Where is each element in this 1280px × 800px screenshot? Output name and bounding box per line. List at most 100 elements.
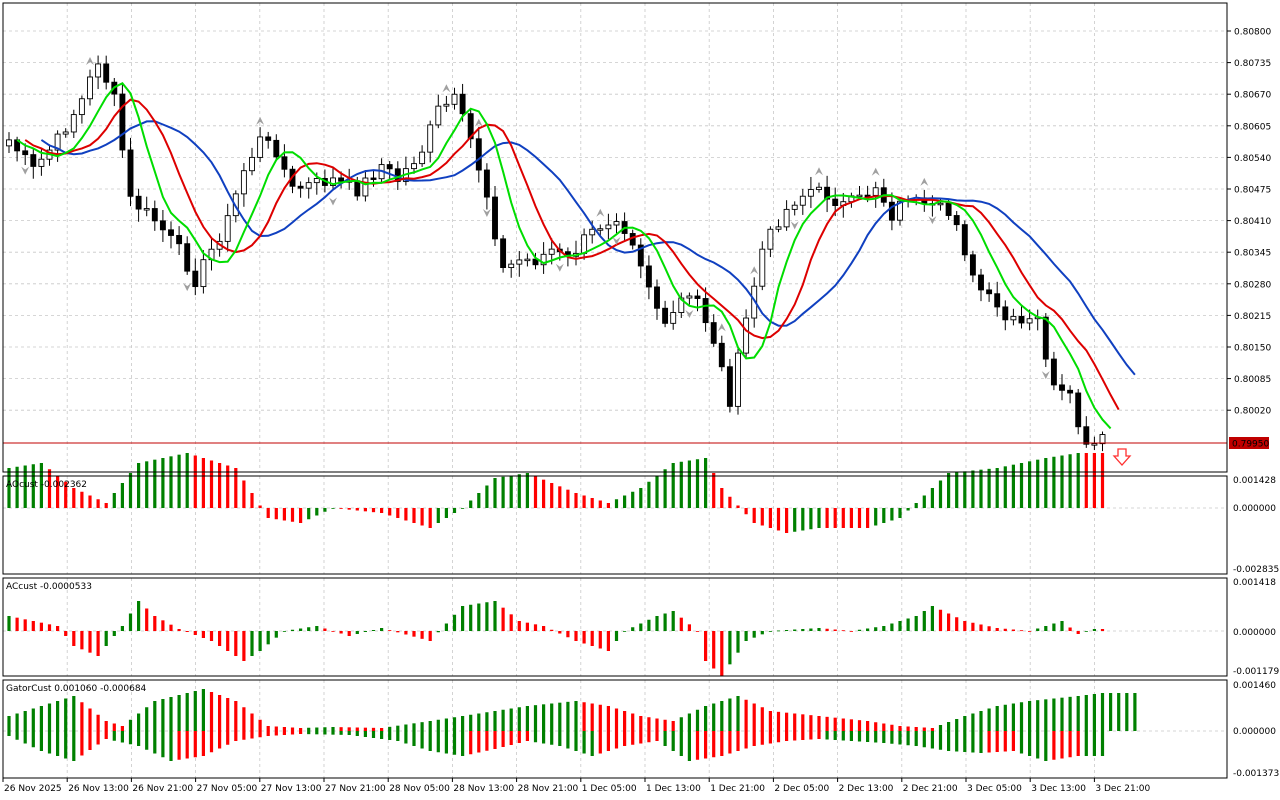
fractal-down-marker	[928, 216, 937, 225]
gator-lower-bar	[598, 731, 602, 754]
gator-lower-bar	[120, 731, 124, 743]
time-tick-label: 2 Dec 05:00	[774, 784, 829, 794]
histogram-bar	[80, 491, 84, 508]
histogram-bar	[930, 488, 934, 508]
histogram-bar	[436, 631, 440, 633]
gator-lower-bar	[193, 731, 197, 758]
histogram-bar	[542, 626, 546, 631]
gator-upper-bar	[250, 713, 254, 731]
gator-upper-bar	[1076, 696, 1080, 731]
histogram-bar	[833, 508, 837, 528]
gator-lower-bar	[517, 731, 521, 743]
gator-upper-bar	[793, 713, 797, 731]
candle-body	[224, 215, 231, 242]
gator-upper-bar	[1133, 693, 1137, 731]
histogram-bar	[436, 508, 440, 523]
histogram-bar	[1100, 629, 1105, 631]
histogram-bar	[817, 628, 821, 631]
gator-histogram[interactable]	[7, 689, 1137, 761]
histogram-bar	[380, 508, 384, 513]
gator-lower-bar	[226, 731, 230, 745]
gator-lower-bar	[363, 731, 367, 737]
histogram-bar	[380, 628, 384, 631]
histogram-bar	[720, 631, 724, 676]
candle-body	[330, 177, 336, 186]
gator-lower-bar	[825, 731, 829, 740]
gator-lower-bar	[145, 731, 149, 750]
histogram-bar	[776, 508, 781, 531]
gator-upper-bar	[290, 727, 295, 731]
gator-upper-bar	[444, 718, 448, 731]
histogram-bar	[1092, 453, 1096, 508]
histogram-bar	[785, 630, 789, 631]
histogram-bar	[242, 631, 246, 661]
time-tick-label: 28 Nov 13:00	[453, 784, 514, 794]
gator-lower-bar	[137, 731, 141, 746]
gator-lower-bar	[687, 731, 691, 761]
gator-upper-bar	[606, 706, 610, 731]
gator-lower-bar	[371, 731, 376, 738]
candle-body	[751, 285, 758, 319]
gator-lower-bar	[849, 731, 853, 741]
gator-upper-bar	[979, 711, 983, 731]
gator-lower-bar	[582, 731, 586, 754]
gator-upper-bar	[501, 709, 505, 731]
histogram-bar	[469, 604, 473, 631]
histogram-bar	[1028, 631, 1032, 632]
histogram-bar	[582, 495, 586, 508]
fractal-down-marker	[790, 221, 799, 230]
price-tick-label: 0.80540	[1234, 154, 1271, 164]
histogram-bar	[1028, 461, 1032, 508]
histogram-bar	[574, 493, 578, 508]
gator-lower-bar	[1011, 731, 1015, 751]
gator-lower-bar	[704, 731, 708, 759]
time-tick-label: 1 Dec 21:00	[710, 784, 765, 794]
histogram-bar	[290, 508, 295, 522]
gator-lower-bar	[558, 731, 562, 746]
gator-upper-bar	[331, 727, 335, 731]
price-plot[interactable]	[3, 55, 1227, 466]
gator-lower-bar	[258, 731, 262, 738]
gator-upper-bar	[728, 698, 732, 731]
gator-lower-bar	[1019, 731, 1024, 754]
candle-body	[176, 235, 183, 245]
gator-lower-bar	[80, 731, 84, 756]
candle-body	[427, 124, 434, 153]
histogram-bar	[768, 631, 772, 632]
candle-body	[354, 180, 361, 197]
histogram-bar	[914, 503, 918, 508]
ao-scale-top: 0.001428	[1233, 476, 1276, 486]
candle-body	[816, 186, 822, 191]
price-tick-label: 0.80800	[1234, 28, 1271, 38]
histogram-bar	[582, 631, 586, 644]
histogram-bar	[752, 631, 756, 638]
gator-lower-bar	[64, 731, 68, 759]
gator-upper-bar	[655, 718, 659, 731]
gator-upper-bar	[1003, 704, 1007, 731]
ac-histogram[interactable]	[7, 601, 1105, 676]
gator-lower-bar	[744, 731, 748, 749]
gator-lower-bar	[882, 731, 886, 743]
ao-histogram[interactable]	[7, 453, 1105, 533]
fractal-up-marker	[750, 266, 759, 275]
histogram-bar	[88, 631, 92, 653]
histogram-bar	[995, 628, 999, 631]
panel-frame	[2, 679, 1228, 779]
histogram-bar	[355, 631, 359, 634]
fractal-down-marker	[329, 197, 337, 206]
histogram-bar	[687, 460, 691, 508]
gator-lower-bar	[242, 731, 246, 740]
fractal-up-marker	[717, 323, 726, 332]
gator-lower-bar	[841, 731, 845, 741]
histogram-bar	[695, 459, 700, 508]
gator-lower-bar	[874, 731, 878, 743]
histogram-bar	[428, 508, 432, 528]
candle-body	[386, 164, 393, 170]
histogram-bar	[898, 508, 902, 518]
gator-upper-bar	[201, 689, 205, 731]
candle-body	[832, 198, 839, 206]
histogram-bar	[307, 627, 311, 631]
histogram-bar	[177, 629, 181, 631]
histogram-bar	[145, 608, 149, 631]
